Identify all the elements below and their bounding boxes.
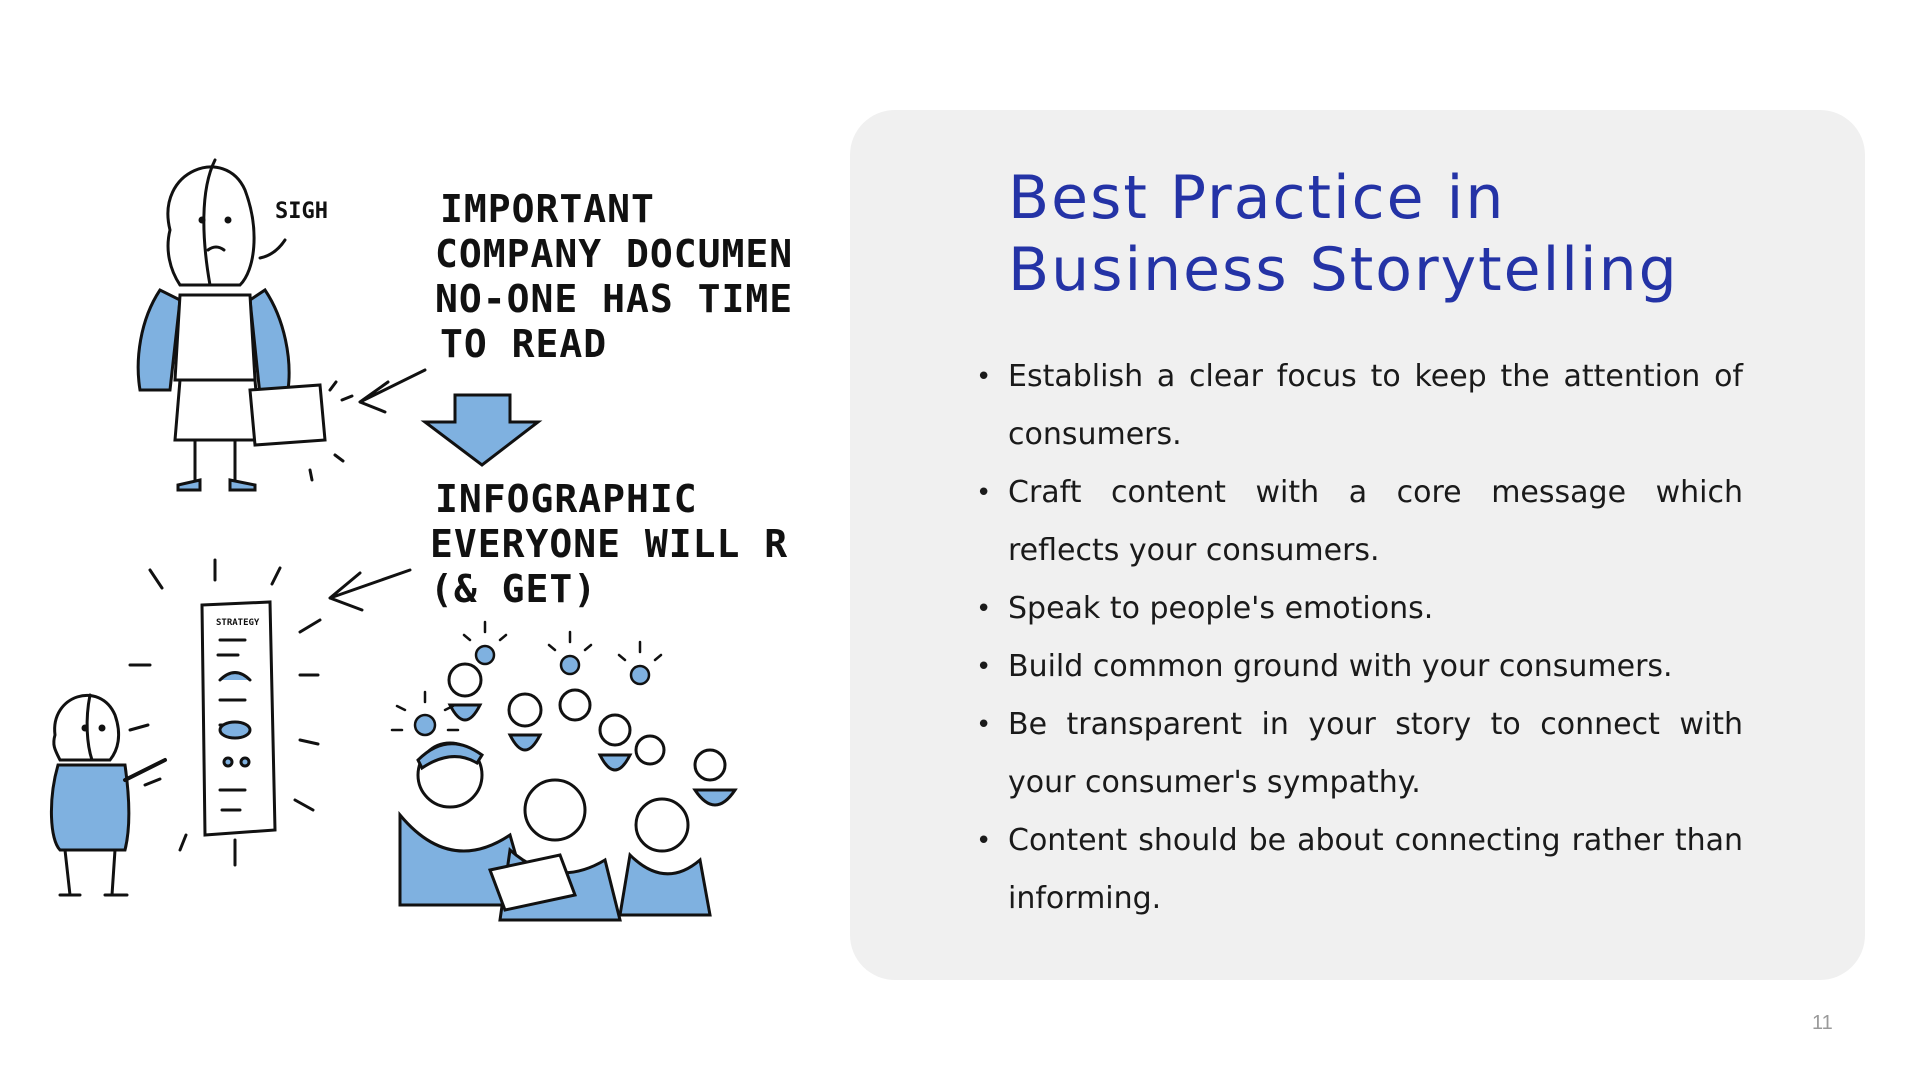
storytelling-illustration: SIGH IMPORTANT COMPANY DOCUMENT NO-ONE H… — [30, 150, 859, 950]
caption-line: IMPORTANT — [440, 187, 655, 231]
bullet-item: Build common ground with your consumers. — [976, 638, 1743, 696]
content-panel: Best Practice in Business Storytelling E… — [850, 110, 1865, 980]
pointer-arrow-icon — [358, 368, 427, 414]
infographic-poster — [128, 558, 322, 867]
bullet-item: Speak to people's emotions. — [976, 580, 1743, 638]
caption-line: (& GET) — [430, 567, 597, 611]
page-number: 11 — [1812, 1012, 1833, 1034]
down-arrow-icon — [420, 393, 543, 467]
sighing-woman-figure — [136, 158, 354, 492]
caption-line: EVERYONE WILL READ — [430, 522, 790, 566]
bullet-item: Craft content with a core message which … — [976, 464, 1743, 580]
title-line-2: Business Storytelling — [1008, 235, 1679, 305]
bullet-item: Be transparent in your story to connect … — [976, 696, 1743, 812]
idea-lightbulb-icons — [390, 620, 663, 737]
slide-title: Best Practice in Business Storytelling — [1008, 162, 1808, 306]
caption-line: NO-ONE HAS TIME — [435, 277, 790, 321]
audience-group — [398, 662, 738, 922]
presenter-figure — [50, 693, 167, 897]
pointer-arrow-icon — [328, 568, 412, 612]
document-caption: IMPORTANT COMPANY DOCUMENT NO-ONE HAS TI… — [435, 187, 816, 366]
caption-line: TO READ — [440, 322, 607, 366]
caption-line: INFOGRAPHIC — [435, 477, 698, 521]
bullet-item: Content should be about connecting rathe… — [976, 812, 1743, 928]
bullet-list: Establish a clear focus to keep the atte… — [976, 348, 1743, 928]
bullet-item: Establish a clear focus to keep the atte… — [976, 348, 1743, 464]
sigh-label: SIGH — [275, 199, 328, 224]
caption-line: COMPANY DOCUMENT — [435, 232, 790, 276]
infographic-caption: INFOGRAPHIC EVERYONE WILL READ (& GET) — [430, 477, 859, 611]
title-line-1: Best Practice in — [1008, 163, 1506, 233]
poster-heading: STRATEGY — [216, 618, 260, 628]
